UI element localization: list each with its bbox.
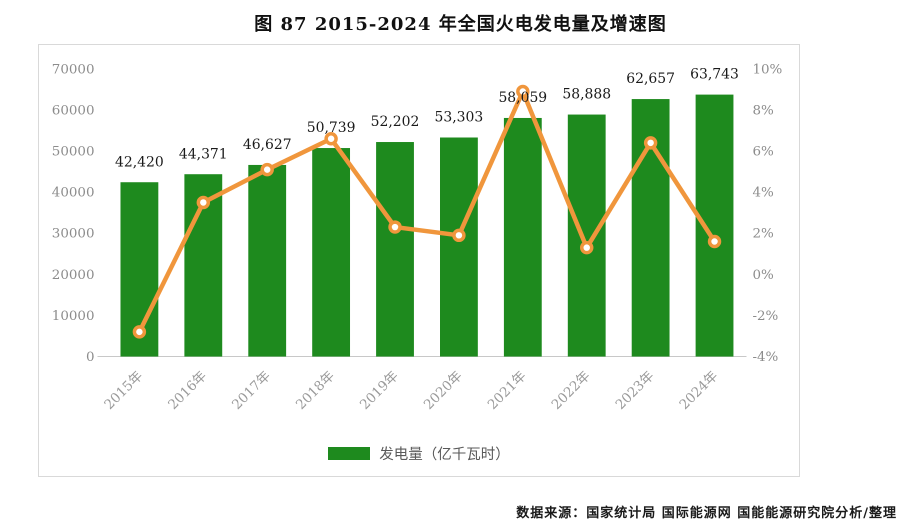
bar-value-label: 58,888	[562, 87, 611, 103]
growth-point	[452, 228, 466, 243]
y-right-tick-label: 0%	[752, 268, 774, 283]
x-tick-label: 2021年	[485, 368, 530, 413]
bar	[695, 94, 734, 357]
y-right-tick-label: 4%	[752, 186, 774, 201]
growth-point	[132, 325, 147, 339]
chart-legend: 发电量（亿千瓦时）	[38, 443, 800, 464]
chart-canvas: 0 10000 20000 30000 40000 50000 60000 70000 -4% -…	[52, 62, 783, 413]
growth-point	[643, 136, 658, 150]
bar-value-label: 53,303	[435, 110, 484, 126]
bar-value-label: 52,202	[371, 114, 420, 130]
bar-value-label: 46,627	[243, 137, 292, 153]
bar-value-label: 42,420	[115, 154, 164, 170]
bar-value-label: 58,059	[498, 90, 547, 106]
growth-point	[324, 132, 338, 146]
growth-point	[516, 84, 530, 99]
x-tick-label: 2016年	[165, 368, 210, 413]
y-left-tick-label: 20000	[52, 268, 95, 283]
bar-value-label: 63,743	[690, 67, 739, 83]
y-right-tick-label: 6%	[752, 145, 774, 160]
bar	[248, 164, 287, 357]
bar	[503, 117, 542, 357]
x-tick-label: 2023年	[612, 368, 657, 413]
growth-line	[137, 89, 717, 335]
x-tick-label: 2022年	[549, 368, 594, 413]
growth-point	[580, 240, 594, 255]
y-left-tick-label: 10000	[52, 309, 95, 324]
data-source-note: 数据来源：国家统计局 国际能源网 国能能源研究院分析/整理	[516, 506, 897, 521]
bar	[567, 114, 606, 357]
y-left-tick-label: 60000	[52, 103, 95, 118]
bar-value-label: 44,371	[179, 146, 228, 162]
bar	[440, 137, 478, 357]
x-tick-label: 2018年	[293, 368, 338, 413]
growth-point	[388, 220, 402, 234]
y-right-tick-label: 2%	[752, 227, 774, 242]
growth-point	[707, 234, 722, 249]
bar	[312, 148, 351, 357]
x-tick-label: 2024年	[676, 368, 721, 413]
y-right-tick-label: 10%	[752, 62, 782, 77]
bar-value-label: 50,739	[307, 120, 356, 136]
y-left-tick-label: 50000	[52, 145, 95, 160]
growth-point	[260, 162, 274, 177]
y-left-tick-label: 70000	[52, 62, 95, 77]
y-left-tick-label: 40000	[52, 186, 95, 201]
y-left-tick-label: 0	[86, 350, 95, 365]
legend-label-generation: 发电量（亿千瓦时）	[379, 447, 510, 463]
y-right-tick-label: -2%	[752, 309, 778, 324]
chart-container: 0 10000 20000 30000 40000 50000 60000 70000 -4% -…	[38, 44, 800, 477]
growth-point	[196, 195, 211, 210]
x-tick-label: 2020年	[421, 368, 466, 413]
y-right-tick-label: -4%	[752, 350, 778, 365]
x-tick-label: 2015年	[101, 368, 146, 413]
y-right-tick-label: 8%	[752, 103, 774, 118]
legend-swatch-generation	[328, 447, 371, 460]
bar-value-label: 62,657	[626, 71, 675, 87]
x-tick-label: 2019年	[357, 368, 402, 413]
chart-title: 图 87 2015-2024 年全国火电发电量及增速图	[254, 14, 667, 35]
bar	[376, 142, 414, 357]
y-left-tick-label: 30000	[52, 227, 95, 242]
x-tick-label: 2017年	[229, 368, 274, 413]
